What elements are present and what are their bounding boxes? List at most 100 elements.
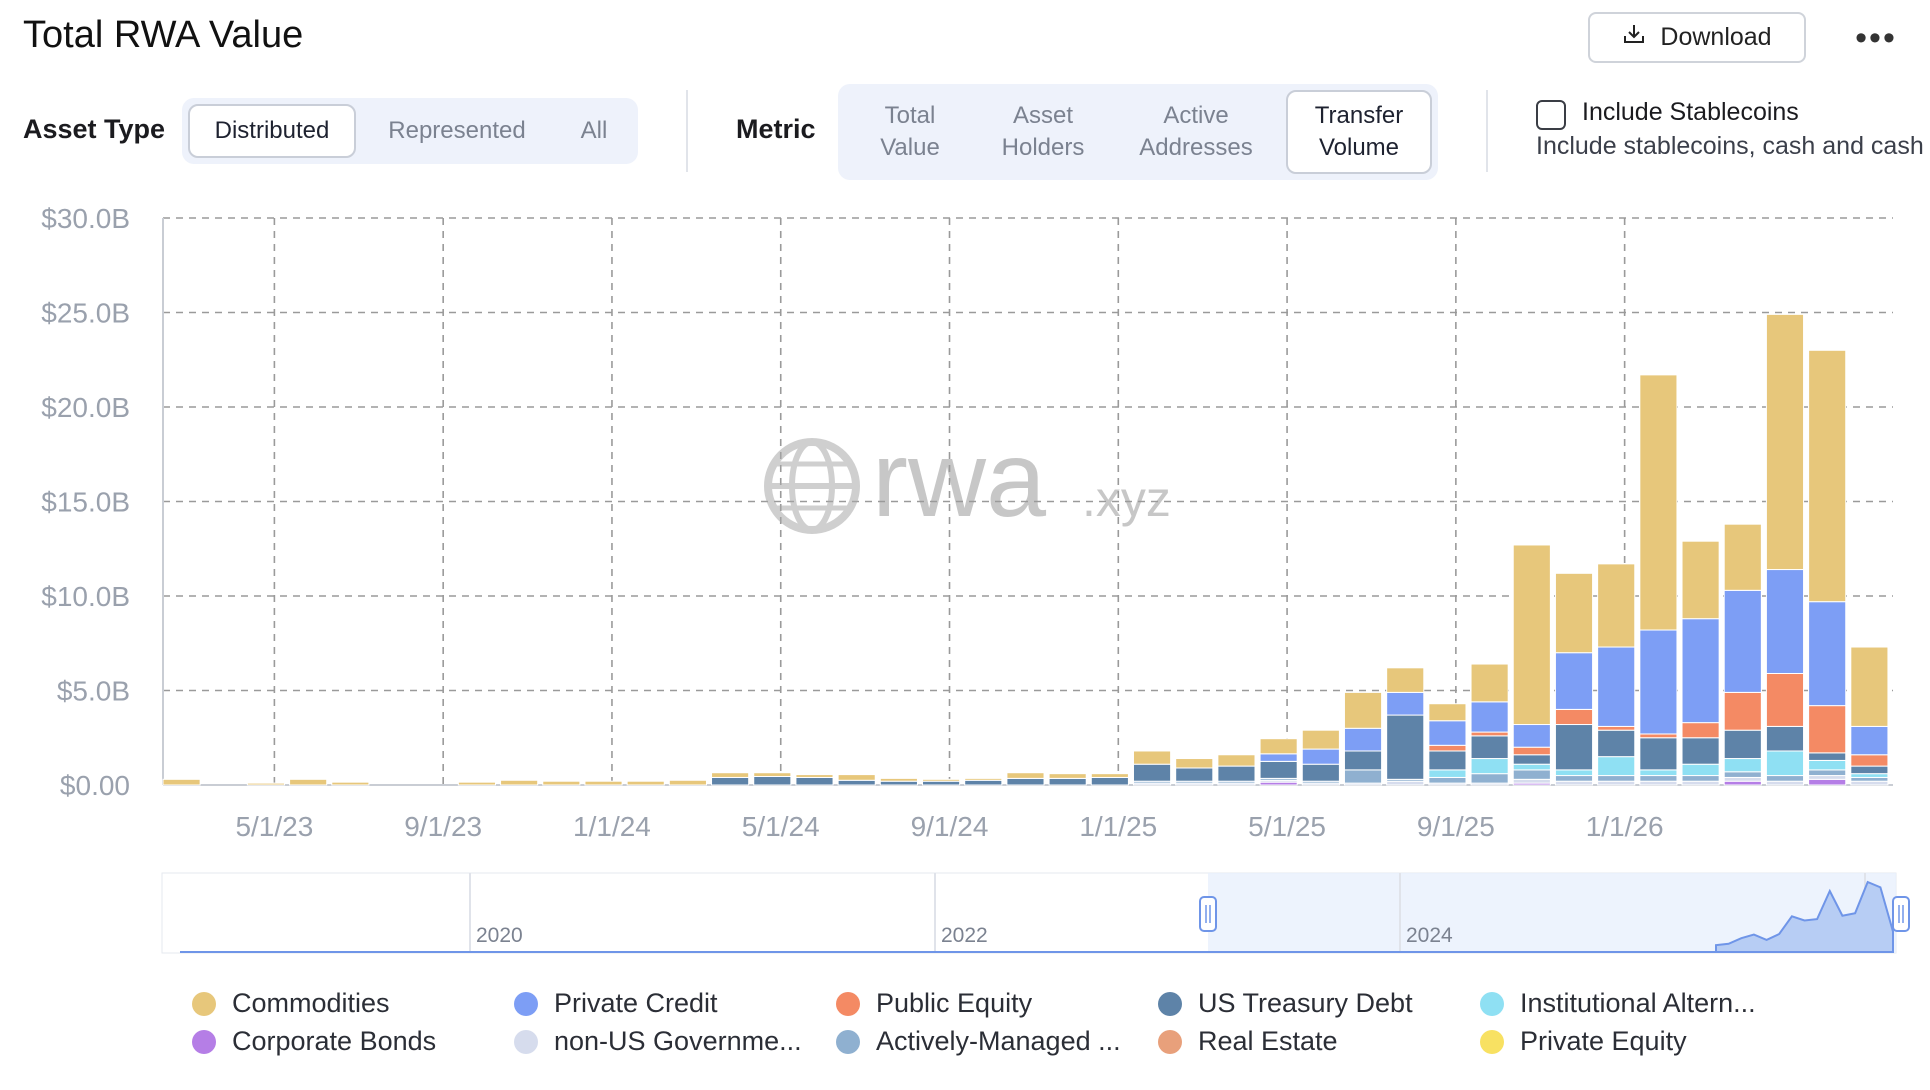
legend-item[interactable]: Commodities (192, 988, 390, 1019)
bar-segment-commodities (289, 778, 328, 786)
x-tick-label: 1/1/25 (1079, 811, 1157, 842)
y-tick-label: $25.0B (41, 298, 130, 329)
legend-swatch (192, 1029, 216, 1054)
bar-segment-commodities (1765, 313, 1805, 571)
legend-item[interactable]: Public Equity (836, 988, 1032, 1019)
legend-label: Institutional Altern... (1520, 988, 1756, 1018)
legend-swatch (836, 1029, 860, 1054)
legend-swatch (192, 991, 216, 1016)
bar-segment-non-us-government-debt (1681, 780, 1720, 786)
bar-segment-us-treasury-debt (1470, 735, 1509, 760)
bar-segment-commodities (1343, 691, 1383, 729)
bar-segment-non-us-government-debt (1554, 780, 1594, 786)
include-stablecoins-label[interactable]: Include Stablecoins (1582, 98, 1799, 126)
bar-segment-us-treasury-debt (1386, 714, 1425, 780)
bar-segment-commodities (1850, 646, 1889, 727)
bar-segment-private-credit (1259, 753, 1298, 762)
legend-swatch (1158, 1029, 1182, 1054)
bar-segment-institutional-alternative-funds (1808, 759, 1847, 771)
bar-segment-commodities (1597, 563, 1636, 648)
bar-segment-private-credit (1386, 691, 1425, 716)
x-tick-label: 5/1/25 (1248, 811, 1326, 842)
bar-segment-public-equity (1428, 744, 1467, 752)
bar-segment-actively-managed-strategies (1512, 769, 1551, 780)
bar-segment-us-treasury-debt (1597, 729, 1636, 758)
bar-segment-commodities (1470, 663, 1509, 703)
bar-segment-private-credit (1681, 618, 1720, 724)
bar-segment-non-us-government-debt (1765, 780, 1805, 786)
bar-segment-public-equity (1597, 725, 1636, 731)
bar-segment-private-credit (1723, 589, 1762, 693)
legend-label: Corporate Bonds (232, 1026, 437, 1056)
navigator-left-handle[interactable] (1199, 896, 1217, 932)
metric-active-addresses[interactable]: Active Addresses (1139, 102, 1253, 161)
bar-segment-commodities (837, 774, 876, 781)
bar-segment-commodities (668, 779, 707, 786)
bar-series (162, 313, 1889, 786)
bar-segment-institutional-alternative-funds (1723, 758, 1762, 773)
bar-segment-commodities (584, 780, 623, 786)
bar-segment-us-treasury-debt (1006, 777, 1045, 786)
bar-segment-non-us-government-debt (1808, 775, 1847, 780)
bar-segment-private-credit (1428, 720, 1467, 746)
legend-item[interactable]: non-US Governme... (514, 1026, 802, 1057)
bar-segment-corporate-bonds (1808, 778, 1847, 786)
bar-segment-public-equity (1808, 705, 1847, 754)
bar-segment-institutional-alternative-funds (1681, 763, 1720, 777)
bar-segment-private-credit (1554, 652, 1594, 710)
navigator-right-handle[interactable] (1892, 896, 1910, 932)
bar-segment-commodities (1090, 773, 1129, 778)
legend-item[interactable]: Institutional Altern... (1480, 988, 1756, 1019)
legend-label: US Treasury Debt (1198, 988, 1413, 1018)
navigator-year-2022: 2022 (941, 924, 988, 947)
bar-segment-commodities (1386, 667, 1425, 693)
legend-item[interactable]: Actively-Managed ... (836, 1026, 1121, 1057)
bar-segment-commodities (1132, 750, 1172, 765)
bar-segment-actively-managed-strategies (1428, 776, 1467, 784)
asset-type-all[interactable]: All (580, 117, 608, 144)
bar-segment-private-credit (1808, 601, 1847, 707)
download-button[interactable]: Download (1588, 12, 1806, 63)
bar-segment-commodities (922, 778, 961, 782)
bar-segment-private-credit (1597, 646, 1636, 727)
metric-asset-holders[interactable]: Asset Holders (1001, 102, 1085, 161)
bar-segment-us-treasury-debt (1175, 767, 1214, 782)
bar-segment-us-treasury-debt (1850, 765, 1889, 775)
include-stablecoins-description: Include stablecoins, cash and cash (1536, 132, 1924, 160)
bar-segment-actively-managed-strategies (1597, 775, 1636, 782)
range-navigator: 2020 2022 2024 (161, 872, 1910, 954)
metric-total-value[interactable]: Total Value (880, 102, 940, 161)
bar-segment-us-treasury-debt (964, 779, 1003, 786)
bar-segment-actively-managed-strategies (1765, 775, 1805, 782)
bar-segment-private-credit (1850, 725, 1889, 756)
bar-segment-institutional-alternative-funds (1554, 769, 1594, 777)
bar-segment-commodities (1639, 374, 1678, 631)
metric-selector: Total Value Asset Holders Active Address… (838, 84, 1438, 180)
asset-type-distributed[interactable]: Distributed (188, 104, 356, 158)
bar-segment-private-credit (1343, 727, 1383, 752)
legend-item[interactable]: Private Credit (514, 988, 718, 1019)
bar-segment-public-equity (1470, 731, 1509, 737)
x-tick-label: 5/1/23 (235, 811, 313, 842)
asset-type-represented[interactable]: Represented (388, 117, 526, 144)
more-options-button[interactable]: ••• (1852, 19, 1900, 57)
x-tick-label: 1/1/26 (1586, 811, 1664, 842)
bar-segment-actively-managed-strategies (1681, 775, 1720, 782)
legend-item[interactable]: Real Estate (1158, 1026, 1338, 1057)
legend-item[interactable]: Private Equity (1480, 1026, 1687, 1057)
include-stablecoins-checkbox[interactable] (1536, 100, 1566, 130)
bar-segment-non-us-government-debt (1850, 780, 1889, 786)
bar-segment-us-treasury-debt (1343, 750, 1383, 771)
y-tick-label: $15.0B (41, 487, 130, 518)
metric-transfer-volume[interactable]: Transfer Volume (1286, 90, 1432, 174)
navigator-sparkline (180, 880, 1894, 953)
y-tick-label: $30.0B (41, 203, 130, 234)
bar-segment-commodities (500, 779, 539, 786)
legend-item[interactable]: Corporate Bonds (192, 1026, 436, 1057)
bar-segment-corporate-bonds (1723, 780, 1762, 786)
bar-segment-actively-managed-strategies (1470, 773, 1509, 784)
download-icon (1622, 22, 1646, 53)
legend-swatch (836, 991, 860, 1016)
control-divider-2 (1486, 90, 1488, 172)
legend-item[interactable]: US Treasury Debt (1158, 988, 1413, 1019)
